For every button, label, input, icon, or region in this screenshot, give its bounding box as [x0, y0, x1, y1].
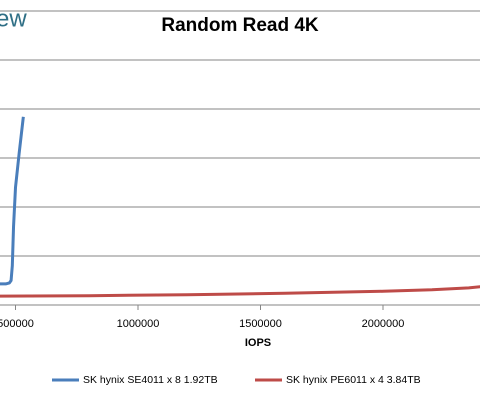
- legend-label: SK hynix SE4011 x 8 1.92TB: [83, 374, 218, 386]
- x-tick-label: 2000000: [362, 318, 405, 330]
- x-tick-label: 500000: [0, 318, 34, 330]
- chart-title: Random Read 4K: [161, 15, 319, 36]
- x-tick-label: 1000000: [117, 318, 160, 330]
- legend-label: SK hynix PE6011 x 4 3.84TB: [286, 374, 421, 386]
- x-tick-label: 1500000: [239, 318, 282, 330]
- x-axis-label: IOPS: [245, 337, 271, 349]
- series-line: [0, 116, 25, 286]
- watermark: ew: [0, 5, 27, 32]
- series-line: [0, 285, 480, 298]
